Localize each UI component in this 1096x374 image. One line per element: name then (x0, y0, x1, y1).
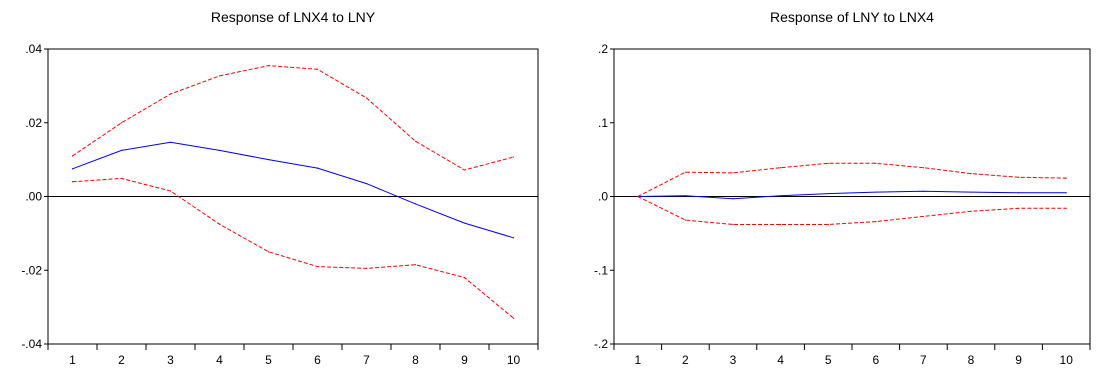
x-tick-label: 5 (265, 353, 272, 367)
series-point (71, 168, 74, 170)
series-point (970, 173, 972, 175)
series-point (120, 177, 123, 180)
series-point (120, 149, 123, 152)
series-point (827, 162, 829, 164)
series-point (1065, 207, 1067, 209)
series-point (120, 122, 123, 124)
series-point (875, 162, 877, 164)
series-point (875, 191, 877, 193)
series-point (463, 277, 466, 279)
y-tick-label: -.2 (594, 337, 608, 351)
x-tick-label: 8 (412, 353, 419, 367)
x-tick-label: 7 (920, 353, 927, 367)
series-point (169, 93, 172, 95)
series-line-lower-band (72, 177, 514, 319)
series-point (1018, 192, 1020, 194)
series-point (637, 195, 639, 198)
series-point (780, 223, 782, 226)
series-point (1018, 176, 1020, 178)
series-point (463, 169, 466, 171)
chart-title: Response of LNY to LNX4 (770, 9, 934, 25)
x-tick-label: 9 (461, 353, 468, 367)
y-tick-label: .1 (598, 116, 608, 130)
series-point (365, 182, 368, 185)
y-tick-label: .0 (598, 190, 608, 204)
series-point (922, 167, 925, 169)
series-point (316, 167, 319, 169)
series-point (316, 265, 319, 268)
series-point (732, 223, 734, 226)
series-point (414, 203, 417, 205)
series-point (267, 251, 270, 253)
y-tick-label: -.1 (594, 263, 608, 277)
series-point (1065, 177, 1067, 179)
y-tick-label: .2 (598, 42, 608, 56)
y-tick-label: -.02 (21, 263, 42, 277)
chart-lny-to-lnx4: Response of LNY to LNX4 -.2 -.1 .0 .1 .2 1 2 3 4 5… (594, 9, 1091, 367)
series-point (684, 171, 687, 173)
x-tick-label: 10 (1060, 353, 1074, 367)
x-tick-label: 9 (1015, 353, 1022, 367)
x-tick-label: 1 (69, 353, 76, 367)
x-tick-label: 7 (363, 353, 370, 367)
x-tick-label: 1 (634, 353, 641, 367)
x-tick-label: 6 (872, 353, 879, 367)
series-line-upper-band (72, 65, 514, 171)
series-point (780, 167, 782, 169)
series-point (684, 195, 687, 197)
series-point (875, 220, 877, 223)
series-point (732, 198, 734, 200)
series-point (71, 181, 74, 183)
series-point (169, 190, 172, 192)
y-tick-label: .04 (25, 42, 42, 56)
x-tick-label: 4 (777, 353, 784, 367)
x-tick-label: 2 (682, 353, 689, 367)
series-point (732, 172, 734, 174)
series-point (780, 195, 782, 197)
chart-lnx4-to-lny: Response of LNX4 to LNY -.04 -.02 .00 .02 .04… (21, 9, 539, 367)
x-tick-label: 3 (167, 353, 174, 367)
series-point (169, 141, 172, 143)
y-tick-label: .00 (25, 190, 42, 204)
x-tick-label: 5 (825, 353, 832, 367)
x-tick-label: 2 (118, 353, 125, 367)
series-point (512, 237, 515, 239)
series-point (414, 264, 417, 266)
series-point (684, 219, 687, 221)
series-point (827, 223, 829, 226)
series-point (218, 223, 221, 225)
chart-title: Response of LNX4 to LNY (211, 9, 376, 25)
series-point (970, 191, 972, 193)
series-point (512, 156, 515, 158)
x-tick-label: 10 (507, 353, 521, 367)
x-tick-label: 3 (730, 353, 737, 367)
series-point (365, 97, 368, 99)
series-point (1018, 207, 1020, 209)
series-line-response (637, 190, 1067, 200)
series-point (267, 64, 270, 67)
series-point (414, 140, 417, 142)
series-line-upper-band (637, 162, 1067, 197)
series-point (1065, 192, 1067, 194)
series-point (463, 222, 466, 224)
series-line-response (72, 141, 514, 239)
series-point (970, 210, 972, 212)
x-tick-label: 6 (314, 353, 321, 367)
y-tick-label: .02 (25, 116, 42, 130)
series-point (71, 155, 74, 157)
series-line-lower-band (637, 196, 1067, 225)
series-point (267, 159, 270, 161)
series-point (922, 190, 925, 192)
x-tick-label: 4 (216, 353, 223, 367)
series-point (922, 215, 925, 218)
series-point (827, 192, 829, 195)
x-tick-label: 8 (968, 353, 975, 367)
series-point (316, 68, 319, 70)
y-tick-label: -.04 (21, 337, 42, 351)
series-point (218, 75, 221, 77)
series-point (365, 267, 368, 270)
series-point (218, 149, 221, 152)
series-point (512, 317, 515, 319)
